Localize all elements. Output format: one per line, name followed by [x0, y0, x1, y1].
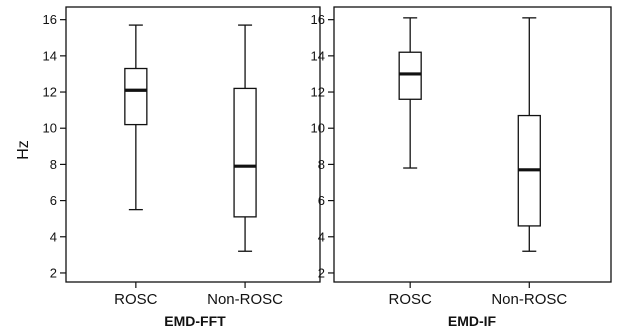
panel-emd-if: EMD-IF 2 4 6 8 10 12 14 16 ROSC Non-ROSC: [311, 6, 612, 329]
y-tick-label-emd-fft-14: 14: [43, 48, 57, 63]
y-tick-label-emd-fft-6: 6: [50, 193, 57, 208]
y-tick-label-emd-if-2: 2: [318, 265, 325, 280]
y-tick-label-emd-if-12: 12: [311, 85, 325, 100]
panel-title-emd-if: EMD-IF: [448, 313, 497, 329]
x-tick-label-emd-fft-1: Non-ROSC: [207, 291, 283, 308]
y-tick-label-emd-if-8: 8: [318, 157, 325, 172]
y-tick-label-emd-if-16: 16: [311, 12, 325, 27]
y-tick-label-emd-if-6: 6: [318, 193, 325, 208]
y-tick-label-emd-fft-2: 2: [50, 265, 57, 280]
panel-emd-fft: EMD-FFT 2 4 6 8 10 12 14 16 ROSC Non-ROSC: [43, 6, 321, 329]
x-tick-label-emd-fft-0: ROSC: [114, 291, 158, 308]
panel-title-emd-fft: EMD-FFT: [164, 313, 226, 329]
y-tick-label-emd-fft-10: 10: [43, 121, 57, 136]
iqr-box-emd-if-0: [398, 51, 422, 100]
y-tick-label-emd-fft-8: 8: [50, 157, 57, 172]
plot-frame-emd-if: [333, 6, 612, 283]
y-tick-label-emd-fft-4: 4: [50, 229, 57, 244]
y-tick-label-emd-if-10: 10: [311, 121, 325, 136]
y-tick-label-emd-fft-12: 12: [43, 85, 57, 100]
iqr-box-emd-fft-0: [124, 67, 148, 126]
plot-frame-emd-fft: [65, 6, 321, 283]
x-tick-label-emd-if-0: ROSC: [389, 291, 433, 308]
y-tick-label-emd-fft-16: 16: [43, 12, 57, 27]
iqr-box-emd-fft-1: [233, 87, 257, 218]
x-tick-label-emd-if-1: Non-ROSC: [491, 291, 567, 308]
y-tick-label-emd-if-4: 4: [318, 229, 325, 244]
y-axis-label: Hz: [15, 140, 32, 160]
y-tick-label-emd-if-14: 14: [311, 48, 325, 63]
